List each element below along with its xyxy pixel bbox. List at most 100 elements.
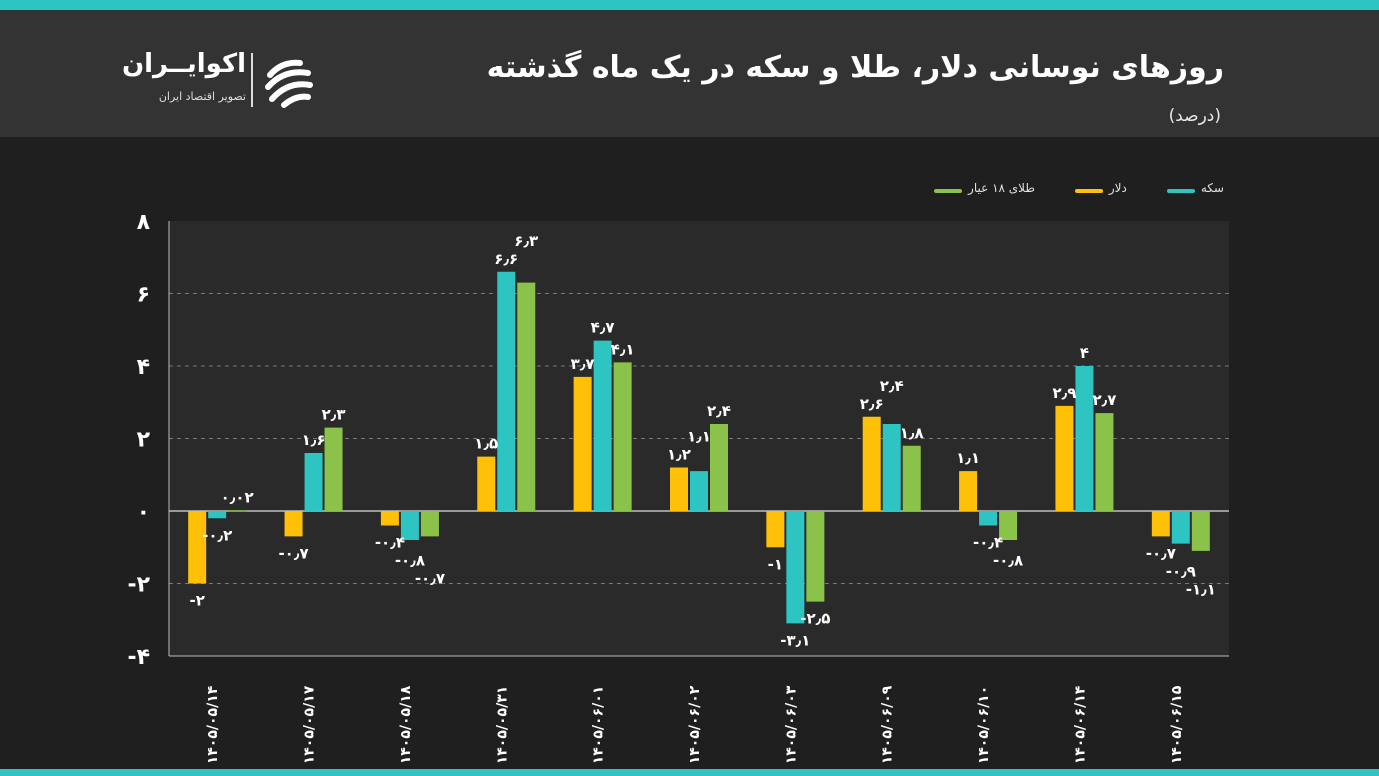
legend-label: طلای ۱۸ عیار [968, 181, 1035, 195]
data-label: -۰٫۲ [202, 526, 232, 544]
bar [304, 453, 323, 511]
data-label: ۱٫۶ [302, 431, 326, 449]
x-tick-label: ۱۴۰۵/۰۶/۰۲ [687, 685, 703, 764]
bar [959, 471, 978, 511]
legend-item: دلار [1074, 178, 1127, 198]
x-tick-label: ۱۴۰۵/۰۵/۱۸ [398, 685, 414, 764]
logo-tagline: تصویر اقتصاد ایران [158, 90, 246, 103]
data-label: ۲٫۴ [707, 402, 731, 420]
bar [593, 340, 612, 511]
data-label: ۴٫۷ [591, 319, 615, 337]
data-label: -۰٫۷ [415, 570, 445, 588]
data-label: -۲ [189, 592, 204, 610]
bar [902, 445, 921, 511]
page-title: روزهای نوسانی دلار، طلا و سکه در یک ماه … [486, 50, 1224, 85]
bar [208, 511, 227, 519]
legend-swatch [934, 189, 963, 193]
bar [1095, 413, 1114, 511]
y-tick-label: ۴ [137, 355, 150, 380]
x-tick-label: ۱۴۰۵/۰۶/۰۹ [880, 685, 896, 764]
data-label: -۰٫۷ [278, 544, 308, 562]
bottom-accent-bar [0, 769, 1379, 776]
legend-swatch [1074, 189, 1103, 193]
legend-item: طلای ۱۸ عیار [934, 178, 1035, 198]
data-label: ۱٫۱ [956, 449, 980, 467]
brand-logo[interactable]: اکوایــران تصویر اقتصاد ایران [120, 45, 320, 115]
bar [1191, 511, 1210, 551]
bar [284, 511, 303, 537]
bar [420, 511, 439, 537]
header: روزهای نوسانی دلار، طلا و سکه در یک ماه … [0, 10, 1379, 137]
data-label: ۳٫۷ [571, 355, 595, 373]
data-label: -۰٫۷ [1146, 544, 1176, 562]
data-label: ۲٫۷ [1092, 391, 1116, 409]
x-tick-label: ۱۴۰۵/۰۶/۱۴ [1072, 685, 1088, 764]
bar [517, 282, 536, 511]
data-label: -۰٫۸ [993, 552, 1023, 570]
bar [690, 471, 708, 511]
data-label: ۲٫۶ [860, 395, 884, 413]
bar [228, 510, 247, 512]
bar [710, 424, 728, 511]
x-tick-label: ۱۴۰۵/۰۵/۳۱ [494, 686, 510, 765]
bar [1055, 405, 1074, 511]
bar [999, 511, 1018, 540]
y-tick-label: ۲ [137, 428, 151, 453]
bar [497, 271, 516, 511]
data-label: -۰٫۹ [1166, 562, 1196, 580]
y-tick-label: ۰ [137, 500, 150, 525]
x-tick-label: ۱۴۰۵/۰۵/۱۴ [205, 685, 221, 764]
logo-name: اکوایــران [121, 49, 246, 79]
data-label: ۲٫۴ [880, 377, 904, 395]
bar [1075, 366, 1094, 511]
bar [188, 511, 207, 584]
x-tick-label: ۱۴۰۵/۰۵/۱۷ [302, 685, 318, 764]
bar [882, 424, 901, 511]
bar [979, 511, 998, 526]
top-accent-bar [0, 0, 1379, 10]
y-tick-label: ۸ [137, 210, 151, 235]
bar [670, 467, 688, 511]
data-label: ۱٫۱ [687, 428, 711, 446]
data-label: -۱ [768, 555, 783, 573]
bar [324, 427, 343, 511]
data-label: ۴ [1080, 344, 1089, 362]
x-tick-label: ۱۴۰۵/۰۶/۱۵ [1169, 685, 1185, 764]
logo-divider [251, 53, 253, 107]
bar [573, 376, 592, 511]
bar [380, 511, 399, 526]
data-label: ۶٫۶ [494, 250, 518, 268]
data-label: ۲٫۳ [322, 406, 346, 424]
data-label: -۰٫۴ [973, 534, 1003, 552]
legend-label: دلار [1108, 181, 1127, 195]
data-label: -۱٫۱ [1186, 580, 1216, 598]
x-tick-label: ۱۴۰۵/۰۶/۰۱ [591, 686, 607, 765]
bar [766, 511, 785, 548]
data-label: ۲٫۹ [1052, 384, 1076, 402]
data-label: -۳٫۱ [780, 631, 810, 649]
bar [400, 511, 419, 540]
legend-swatch [1166, 189, 1195, 193]
y-tick-label: ۶ [137, 283, 150, 308]
bar [613, 362, 632, 511]
data-label: ۱٫۵ [474, 435, 498, 453]
brand-mark-icon [265, 59, 313, 108]
bar [477, 456, 496, 511]
data-label: ۴٫۱ [611, 340, 635, 358]
x-tick-label: ۱۴۰۵/۰۶/۱۰ [976, 686, 992, 765]
x-tick-label: ۱۴۰۵/۰۶/۰۳ [783, 685, 799, 764]
bar [862, 416, 881, 511]
bar [1151, 511, 1170, 537]
data-label: -۰٫۴ [375, 534, 405, 552]
chart-legend: سکه دلار طلای ۱۸ عیار [934, 178, 1224, 198]
bar [1171, 511, 1190, 544]
data-label: -۲٫۵ [800, 610, 830, 628]
data-label: ۰٫۰۲ [221, 488, 254, 506]
data-label: -۰٫۸ [395, 552, 425, 570]
page-subtitle: (درصد) [1168, 106, 1221, 126]
data-label: ۱٫۲ [667, 446, 691, 464]
bar [786, 511, 805, 624]
legend-item: سکه [1166, 178, 1224, 198]
bar [806, 511, 825, 602]
